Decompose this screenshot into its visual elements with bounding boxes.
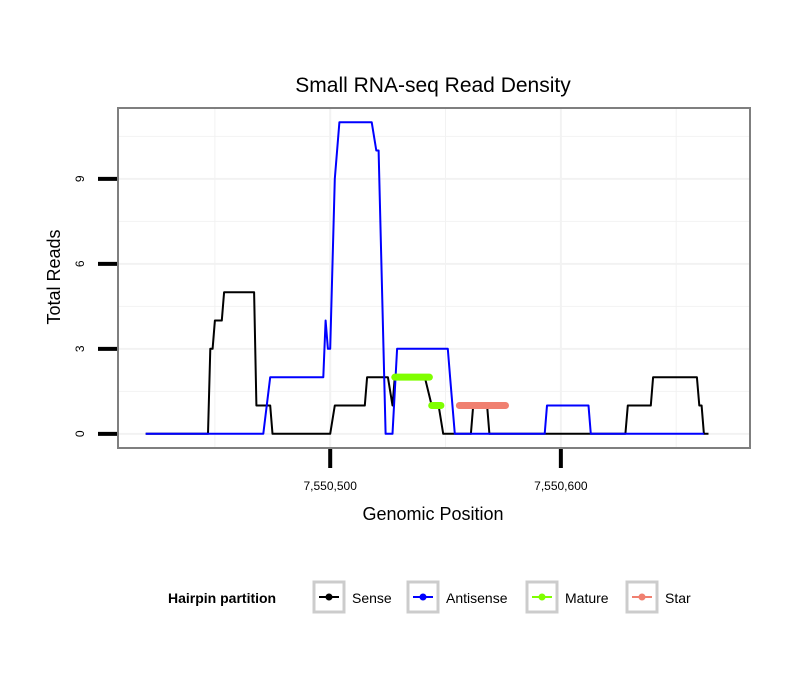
segment-layer	[391, 373, 510, 409]
axes: 0 3 6 9 7,550,500 7,550,600	[73, 175, 588, 493]
legend-item-sense: Sense	[312, 580, 392, 614]
legend-item-mature: Mature	[525, 580, 609, 614]
y-tick-label: 3	[73, 345, 87, 352]
legend-label: Mature	[565, 590, 609, 606]
y-tick-label: 0	[73, 430, 87, 437]
y-axis-title: Total Reads	[44, 229, 64, 324]
legend-key-dot	[538, 593, 546, 601]
y-tick-label: 6	[73, 260, 87, 267]
legend-item-antisense: Antisense	[406, 580, 508, 614]
legend-key-dot	[419, 593, 427, 601]
x-tick-label: 7,550,600	[534, 479, 588, 493]
x-axis-title: Genomic Position	[362, 504, 503, 524]
legend-key-dot	[325, 593, 333, 601]
legend: Hairpin partition Sense Antisense Mature St…	[168, 580, 691, 614]
legend-label: Star	[665, 590, 691, 606]
series-line-antisense	[145, 121, 704, 435]
legend-key-dot	[638, 593, 646, 601]
chart-title: Small RNA-seq Read Density	[295, 74, 571, 97]
plot-background	[118, 108, 750, 448]
plot-border	[117, 107, 751, 449]
plot-panel	[118, 108, 750, 448]
legend-title: Hairpin partition	[168, 590, 276, 606]
legend-item-star: Star	[625, 580, 691, 614]
legend-label: Sense	[352, 590, 392, 606]
legend-label: Antisense	[446, 590, 508, 606]
x-tick-label: 7,550,500	[304, 479, 358, 493]
y-tick-label: 9	[73, 175, 87, 182]
